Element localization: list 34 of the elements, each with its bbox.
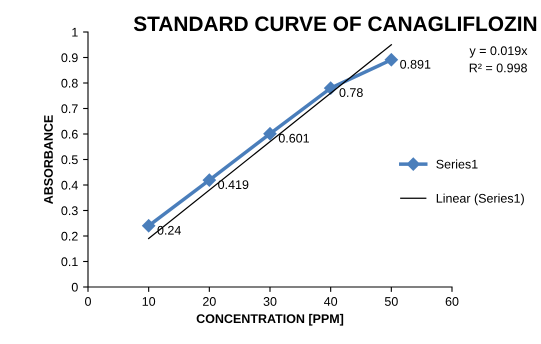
y-tick-label: 0.1	[61, 257, 78, 266]
chart-title: STANDARD CURVE OF CANAGLIFLOZIN	[134, 16, 536, 32]
legend-label: Linear (Series1)	[436, 194, 524, 206]
text: R² = 0.998	[470, 64, 527, 72]
text: y = 0.019x	[469, 46, 528, 58]
x-tick-label: 40	[324, 297, 338, 306]
data-label: 0.419	[218, 180, 248, 190]
data-label: 0.601	[278, 134, 310, 143]
data-label: 0.24	[157, 226, 181, 235]
point	[142, 219, 156, 232]
y-tick-label: 0.8	[61, 78, 78, 88]
y-tick-label: 0.4	[61, 180, 78, 190]
data-label: 0.78	[339, 88, 363, 98]
y-tick-label: 0.3	[61, 206, 78, 216]
legend-label: Series1	[436, 159, 478, 169]
point	[202, 174, 216, 187]
x-tick-label: 50	[384, 297, 398, 306]
x-tick-label: 20	[203, 297, 216, 306]
y-tick-label: 1	[72, 28, 78, 37]
y-tick-label: 0.5	[61, 155, 78, 164]
point	[384, 53, 398, 66]
x-tick-label: 0	[85, 297, 91, 306]
y-tick-label: 0.7	[61, 104, 78, 114]
x-tick-label: 60	[446, 297, 458, 306]
x-axis-title: CONCENTRATION [PPM]	[196, 314, 344, 326]
x-tick-label: 30	[264, 297, 276, 306]
y-tick-label: 0.2	[61, 232, 78, 241]
data-label: 0.891	[400, 60, 430, 69]
x-tick-label: 10	[142, 297, 156, 306]
y-axis-title: ABSORBANCE	[44, 115, 53, 204]
y-tick-label: 0.6	[61, 130, 78, 139]
y-tick-label: 0.9	[61, 53, 78, 62]
point	[263, 127, 277, 140]
y-tick-label: 0	[72, 282, 78, 292]
